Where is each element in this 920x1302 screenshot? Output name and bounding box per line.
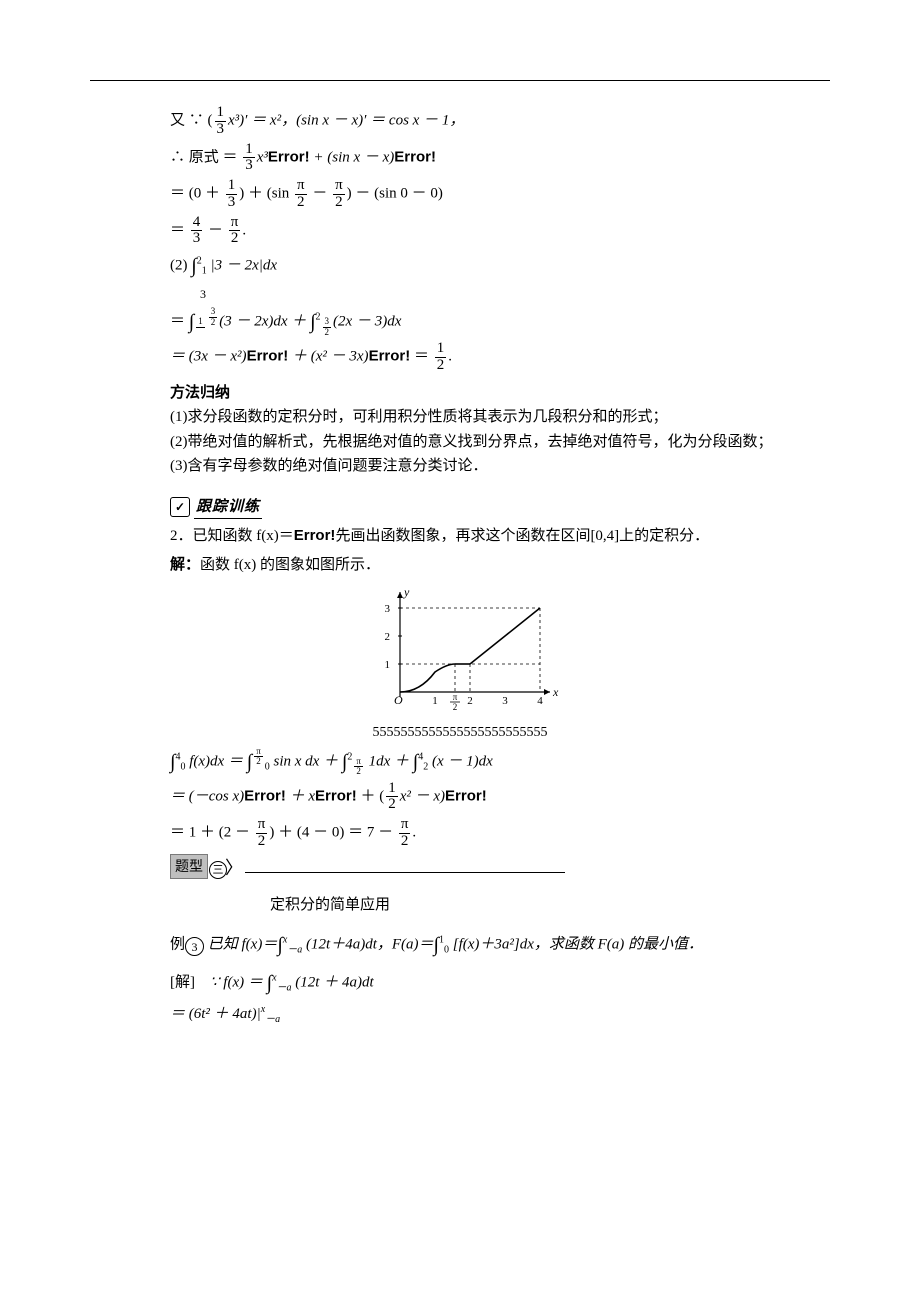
method-item: (2)带绝对值的解析式，先根据绝对值的意义找到分界点，去掉绝对值符号，化为分段函… [170,431,830,454]
figure-caption: 5555555555555555555555555 [90,722,830,743]
svg-text:1: 1 [432,695,438,707]
svg-text:2: 2 [453,702,458,712]
math-line-1: 又 ∵ (13x³)′ ＝ x²，(sin x － x)′ ＝ cos x － … [170,105,830,138]
method-item: (3)含有字母参数的绝对值问题要注意分类讨论． [170,455,830,478]
chevron-icon: 〉 [225,855,243,882]
method-item: (1)求分段函数的定积分时，可利用积分性质将其表示为几段积分和的形式； [170,406,830,429]
svg-text:O: O [394,693,403,707]
method-heading: 方法归纳 [170,382,830,405]
example-number: 3 [185,937,204,956]
math-line-2: ∴ 原式 ＝ 13x³Error! + (sin x － x)Error! [170,142,830,175]
svg-text:y: y [403,585,410,599]
type-badge: 题型 [170,854,208,879]
type-row: 题型三〉 [170,854,830,882]
math-line-5: (2) ∫21 |3 － 2x|dx [170,251,830,281]
error-token: Error! [369,348,411,365]
post-line-3: ＝ 1 ＋ (2 － π2) ＋ (4 － 0) ＝ 7 － π2. [170,817,830,850]
tracker-label: 跟踪训练 [194,496,262,520]
tracker-row: ✓ 跟踪训练 [170,496,830,520]
math-line-3: ＝ (0 ＋ 13) ＋ (sin π2 － π2) － (sin 0 － 0) [170,178,830,211]
example-3: 例3 已知 f(x)＝∫x－a (12t＋4a)dt，F(a)＝∫10 [f(x… [170,930,830,960]
post-line-2: ＝ (－cos x)Error! ＋ xError! ＋ (12x² － x)E… [170,781,830,814]
math-line-8: ＝ (3x － x²)Error! ＋ (x² － 3x)Error! ＝ 12… [170,341,830,374]
solution-2-line-2: ＝ (6t² ＋ 4at)|x－a [170,1002,830,1027]
svg-text:x: x [552,685,559,699]
error-token: Error! [247,348,289,365]
math-line-4: ＝ 43 － π2. [170,215,830,248]
error-token: Error! [244,787,286,804]
page: 又 ∵ (13x³)′ ＝ x²，(sin x － x)′ ＝ cos x － … [0,0,920,1071]
svg-text:2: 2 [467,695,473,707]
post-line-1: ∫40 f(x)dx ＝ ∫π20 sin x dx ＋ ∫2π2 1dx ＋ … [170,747,830,777]
math-line-7: ＝ ∫1 32(3 － 2x)dx ＋ ∫232(2x － 3)dx [170,307,830,337]
solution-line: 解：函数 f(x) 的图象如图所示． [170,554,830,577]
svg-text:4: 4 [537,695,543,707]
svg-text:3: 3 [502,695,508,707]
stray-digit: 3 [200,285,830,303]
error-token: Error! [394,148,436,165]
solution-2-line-1: [解] ∵ f(x) ＝ ∫x－a (12t ＋ 4a)dt [170,968,830,998]
subtitle: 定积分的简单应用 [270,894,830,917]
error-token: Error! [315,787,357,804]
top-rule [90,80,830,81]
graph-svg: 1 2 3 1 2 3 4 π 2 O x y [360,582,560,712]
svg-text:π: π [453,692,458,702]
type-underline [245,872,565,873]
y-tick-3: 3 [385,603,391,615]
error-token: Error! [268,148,310,165]
y-tick-2: 2 [385,631,391,643]
error-token: Error! [445,787,487,804]
figure: 1 2 3 1 2 3 4 π 2 O x y [90,582,830,743]
check-icon: ✓ [170,497,190,517]
question-2: 2．已知函数 f(x)＝Error!先画出函数图象，再求这个函数在区间[0,4]… [170,525,830,548]
error-token: Error! [294,527,336,544]
y-tick-1: 1 [385,659,391,671]
